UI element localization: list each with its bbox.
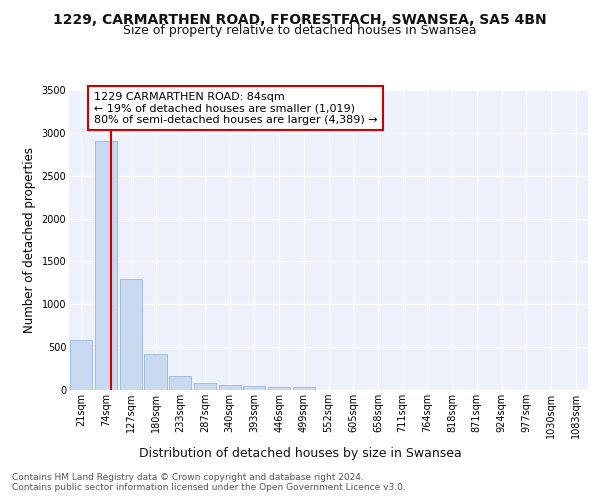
Bar — [169, 376, 191, 390]
Bar — [70, 340, 92, 390]
Y-axis label: Number of detached properties: Number of detached properties — [23, 147, 36, 333]
Bar — [243, 386, 265, 390]
Bar — [268, 386, 290, 390]
Bar — [194, 383, 216, 390]
Text: Size of property relative to detached houses in Swansea: Size of property relative to detached ho… — [123, 24, 477, 37]
Text: Contains HM Land Registry data © Crown copyright and database right 2024.
Contai: Contains HM Land Registry data © Crown c… — [12, 472, 406, 492]
Bar — [293, 387, 315, 390]
Text: 1229 CARMARTHEN ROAD: 84sqm
← 19% of detached houses are smaller (1,019)
80% of : 1229 CARMARTHEN ROAD: 84sqm ← 19% of det… — [94, 92, 377, 125]
Text: 1229, CARMARTHEN ROAD, FFORESTFACH, SWANSEA, SA5 4BN: 1229, CARMARTHEN ROAD, FFORESTFACH, SWAN… — [53, 12, 547, 26]
Bar — [218, 386, 241, 390]
Bar — [145, 354, 167, 390]
Bar — [119, 278, 142, 390]
Text: Distribution of detached houses by size in Swansea: Distribution of detached houses by size … — [139, 448, 461, 460]
Bar — [95, 142, 117, 390]
